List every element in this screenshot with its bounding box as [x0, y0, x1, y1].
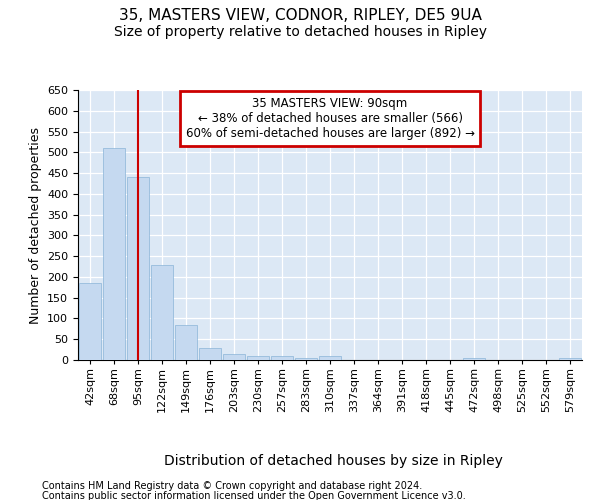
- Text: Distribution of detached houses by size in Ripley: Distribution of detached houses by size …: [164, 454, 502, 468]
- Bar: [103, 148, 125, 360]
- Text: 35 MASTERS VIEW: 90sqm
← 38% of detached houses are smaller (566)
60% of semi-de: 35 MASTERS VIEW: 90sqm ← 38% of detached…: [185, 96, 475, 140]
- Bar: [223, 354, 245, 360]
- Bar: [319, 356, 341, 360]
- Bar: [127, 177, 149, 360]
- Bar: [79, 283, 101, 360]
- Bar: [559, 358, 581, 360]
- Bar: [463, 358, 485, 360]
- Bar: [151, 266, 173, 360]
- Text: Size of property relative to detached houses in Ripley: Size of property relative to detached ho…: [113, 25, 487, 39]
- Bar: [271, 356, 293, 360]
- Text: 35, MASTERS VIEW, CODNOR, RIPLEY, DE5 9UA: 35, MASTERS VIEW, CODNOR, RIPLEY, DE5 9U…: [119, 8, 481, 22]
- Bar: [295, 358, 317, 360]
- Text: Contains public sector information licensed under the Open Government Licence v3: Contains public sector information licen…: [42, 491, 466, 500]
- Text: Contains HM Land Registry data © Crown copyright and database right 2024.: Contains HM Land Registry data © Crown c…: [42, 481, 422, 491]
- Bar: [175, 324, 197, 360]
- Bar: [247, 356, 269, 360]
- Y-axis label: Number of detached properties: Number of detached properties: [29, 126, 41, 324]
- Bar: [199, 348, 221, 360]
